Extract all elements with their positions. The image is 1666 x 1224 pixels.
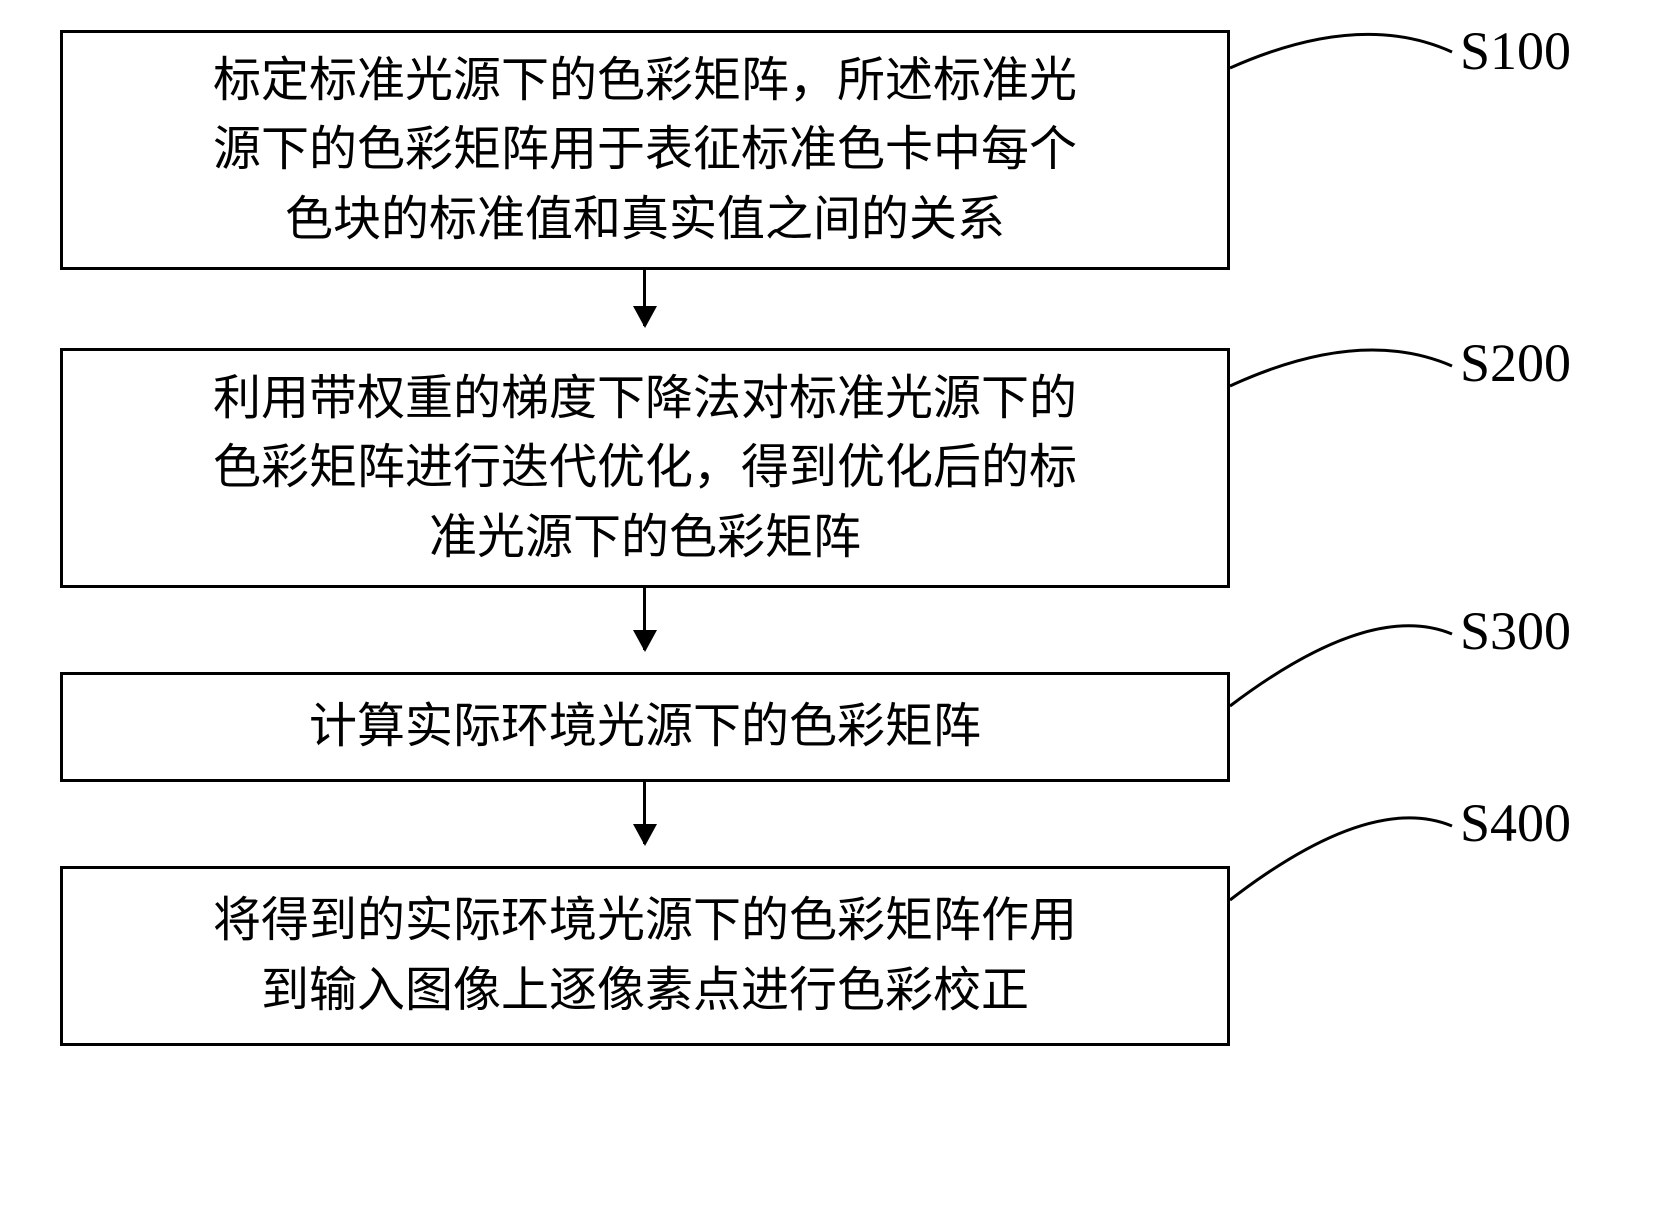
arrow-2: [643, 588, 646, 650]
arrow-3: [643, 782, 646, 844]
arrow-1: [643, 270, 646, 326]
leader-s400: [0, 0, 1666, 960]
flowchart-canvas: 标定标准光源下的色彩矩阵，所述标准光 源下的色彩矩阵用于表征标准色卡中每个 色块…: [0, 0, 1666, 1224]
